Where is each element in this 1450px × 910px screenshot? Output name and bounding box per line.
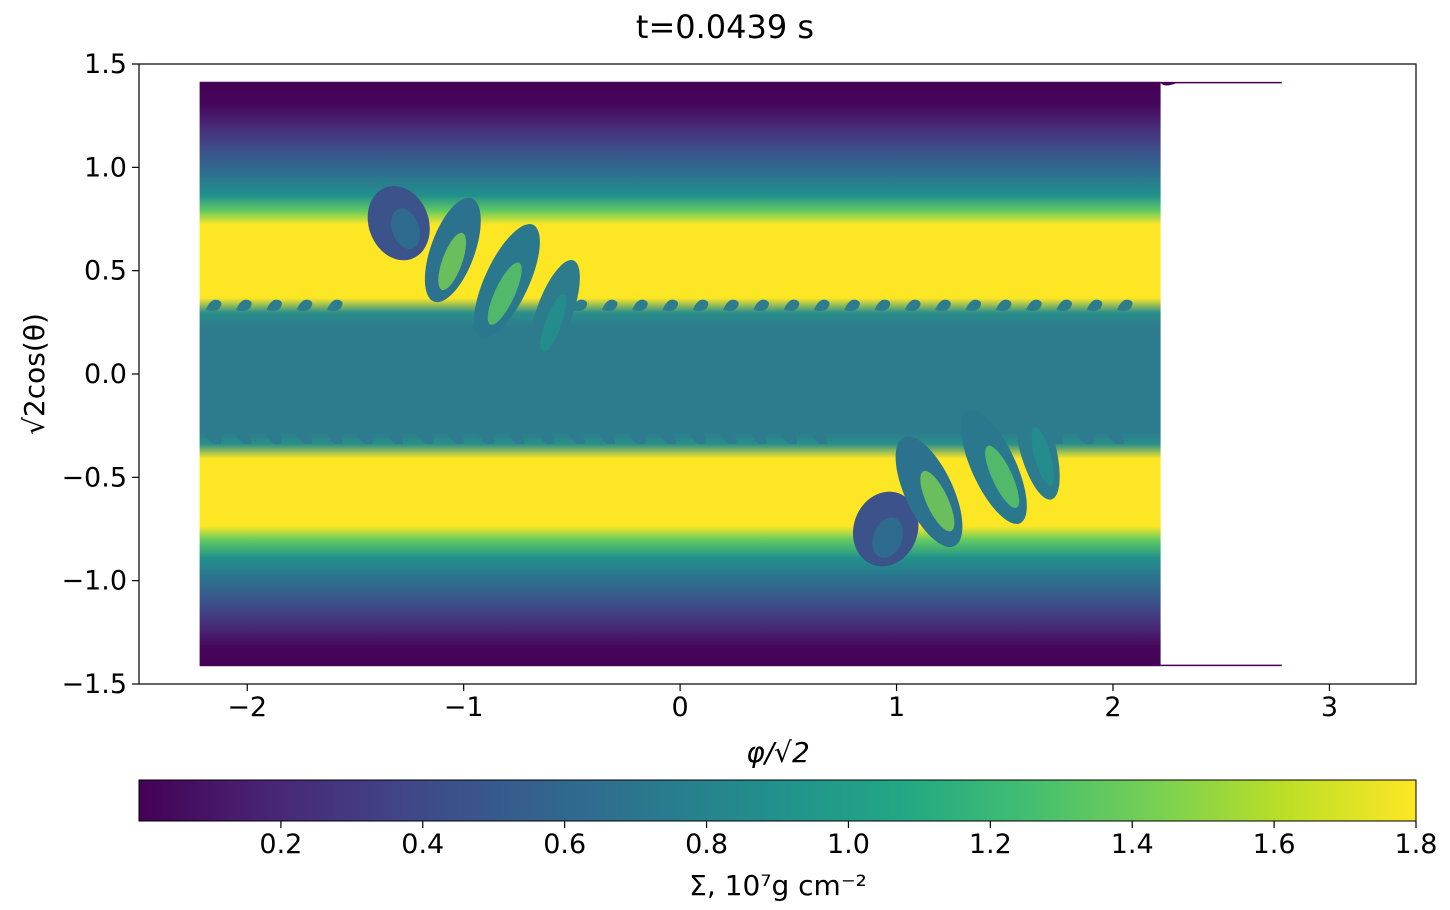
x-tick-label: 3 (1321, 692, 1338, 723)
wave-crest (601, 299, 618, 312)
wave-crest (844, 299, 860, 312)
wave-crest (326, 299, 343, 312)
colorbar-tick-label: 1.6 (1253, 829, 1296, 860)
wave-crest (660, 432, 676, 445)
wave-crest (662, 299, 679, 312)
wave-crest (599, 432, 616, 445)
y-tick-label: 1.0 (84, 152, 127, 183)
wave-crest (781, 432, 798, 445)
wave-crest (632, 299, 648, 312)
colorbar (138, 779, 1417, 822)
wave-crest (811, 432, 828, 445)
wave-crest (357, 432, 373, 445)
vortex-lobe (895, 436, 963, 548)
chart-title: t=0.0439 s (636, 8, 814, 46)
wave-crest (692, 299, 709, 312)
y-tick-label: 1.5 (84, 49, 127, 80)
wave-crest (783, 299, 800, 312)
wave-crest (1078, 432, 1094, 445)
wave-crest (448, 432, 464, 445)
wave-crest (751, 432, 767, 445)
y-tick-label: 0.5 (84, 256, 127, 287)
wave-crest (539, 432, 555, 445)
wave-crest (1026, 299, 1042, 312)
wave-crest (965, 299, 982, 312)
vortex-lobe (1014, 393, 1060, 500)
wave-crest (1108, 432, 1124, 445)
wave-crest (205, 299, 222, 312)
wave-crest (508, 432, 525, 445)
y-axis: 1.5 1.0 0.5 0.0 −0.5 −1.0 −1.5 (61, 49, 139, 700)
x-tick-label: 0 (672, 692, 689, 723)
wave-crest (205, 432, 222, 445)
vortex-lobe (474, 224, 540, 338)
colorbar-ticks: 0.2 0.4 0.6 0.8 1.0 1.2 1.4 1.6 1.8 (259, 821, 1437, 860)
colorbar-tick-label: 1.0 (827, 829, 870, 860)
wave-crest (571, 299, 588, 312)
colorbar-tick-label: 0.2 (259, 829, 302, 860)
colorbar-tick-label: 1.8 (1395, 829, 1438, 860)
colorbar-tick-label: 0.6 (543, 829, 586, 860)
colorbar-tick-label: 1.4 (1111, 829, 1154, 860)
wave-crest (874, 299, 891, 312)
vortex-lobe (367, 185, 430, 261)
x-axis: −2 −1 0 1 2 3 (227, 684, 1338, 723)
density-field (199, 81, 1161, 667)
wave-crest (478, 432, 495, 445)
wave-crest (266, 432, 282, 445)
y-tick-label: −1.0 (61, 566, 127, 597)
colorbar-label: Σ, 10⁷g cm⁻² (689, 869, 867, 902)
vortex-lobe (852, 491, 919, 567)
y-tick-label: −0.5 (61, 462, 127, 493)
plot-area (199, 81, 1282, 667)
boundary-cap-top (1160, 81, 1178, 86)
wave-crest (236, 432, 252, 445)
wave-crest (629, 432, 646, 445)
wave-crest (236, 299, 252, 312)
vortex-lobe (424, 197, 481, 303)
x-axis-label: φ/√2 (746, 736, 810, 769)
wave-crest (1116, 299, 1133, 312)
wave-crest (720, 432, 737, 445)
vortex-lobe (961, 410, 1027, 524)
y-tick-label: 0.0 (84, 359, 127, 390)
colorbar-tick-label: 1.2 (969, 829, 1012, 860)
vortex-features (205, 185, 1133, 567)
colorbar-tick-label: 0.4 (401, 829, 444, 860)
x-tick-label: 2 (1104, 692, 1121, 723)
wave-crest (417, 432, 434, 445)
wave-crest (995, 299, 1012, 312)
y-tick-label: −1.5 (61, 669, 127, 700)
y-axis-label: √2cos(θ) (18, 313, 51, 435)
heatmap-field (199, 81, 1282, 667)
x-tick-label: −2 (227, 692, 267, 723)
colorbar-tick-label: 0.8 (685, 829, 728, 860)
wave-crest (813, 299, 830, 312)
wave-crest (723, 299, 739, 312)
wave-crest (904, 299, 921, 312)
x-tick-label: −1 (444, 692, 484, 723)
x-tick-label: 1 (888, 692, 905, 723)
wave-crest (326, 432, 343, 445)
wave-crest (690, 432, 707, 445)
wave-crest (296, 432, 313, 445)
wave-crest (387, 432, 404, 445)
wave-crest (266, 299, 282, 312)
wave-crest (935, 299, 951, 312)
wave-crest (753, 299, 769, 312)
wave-crest (1086, 299, 1103, 312)
wave-crest (569, 432, 585, 445)
wave-crest (296, 299, 313, 312)
vortex-lobe (529, 259, 580, 365)
wave-crest (1056, 299, 1072, 312)
